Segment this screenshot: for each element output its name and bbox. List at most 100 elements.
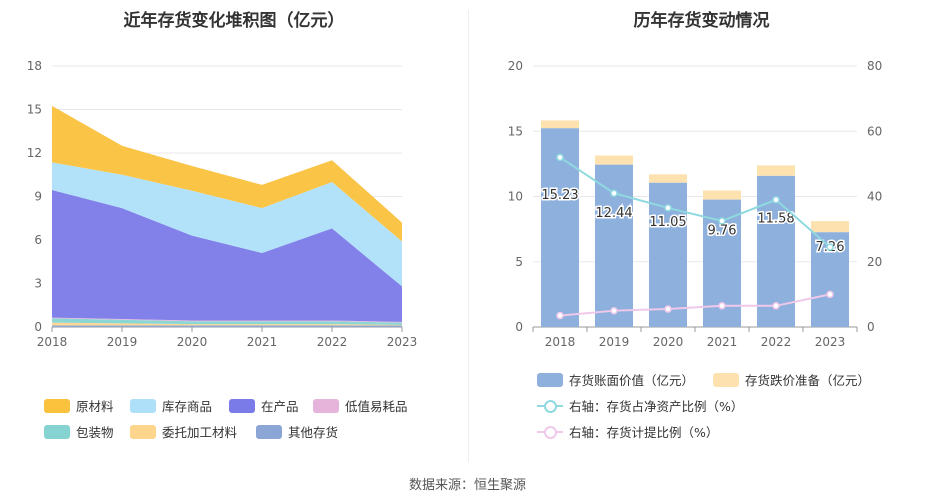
area-包装物	[52, 318, 402, 325]
legend-item[interactable]: 其他存货	[256, 422, 338, 441]
bar-book-value	[541, 128, 579, 327]
bar-provision	[541, 120, 579, 129]
y-right-tick-label: 40	[867, 190, 882, 204]
line-point	[772, 196, 780, 204]
bar-data-label: 11.05	[649, 215, 686, 230]
legend-item[interactable]: 原材料	[44, 396, 114, 415]
legend-swatch	[229, 398, 255, 413]
data-source-note: 数据来源：恒生聚源	[408, 478, 526, 493]
legend-item[interactable]: 存货账面价值（亿元）	[537, 370, 694, 389]
legend-label: 其他存货	[288, 425, 339, 440]
line-point	[556, 311, 564, 320]
left-chart-title: 近年存货变化堆积图（亿元）	[123, 11, 345, 31]
legend-label: 在产品	[261, 399, 299, 414]
bar-data-label: 9.76	[708, 224, 737, 239]
legend-item[interactable]: 存货跌价准备（亿元）	[713, 370, 870, 389]
y-tick-label: 9	[34, 190, 42, 204]
legend-item[interactable]: 库存商品	[130, 396, 212, 415]
legend-swatch	[537, 372, 563, 387]
y-tick-label: 12	[27, 146, 42, 160]
line-point	[826, 290, 834, 299]
x-tick-label: 2022	[761, 335, 792, 349]
area-库存商品	[52, 162, 402, 287]
line-point	[718, 217, 726, 225]
y-right-tick-label: 20	[867, 255, 882, 269]
y-tick-label: 0	[34, 320, 42, 334]
legend-swatch	[537, 425, 563, 439]
legend-swatch	[713, 372, 739, 387]
bar-data-label: 11.58	[757, 212, 794, 227]
legend-item[interactable]: 在产品	[229, 396, 299, 415]
y-right-tick-label: 60	[867, 124, 882, 138]
legend-swatch	[44, 398, 70, 413]
area-委托加工材料	[52, 322, 402, 326]
line-series	[559, 293, 831, 317]
bar-book-value	[595, 164, 633, 327]
legend-label: 右轴：存货计提比例（%）	[569, 425, 719, 440]
legend-swatch	[537, 399, 563, 413]
bar-data-label: 15.23	[541, 188, 578, 203]
x-tick-label: 2023	[387, 335, 418, 349]
legend-item[interactable]: 委托加工材料	[130, 422, 237, 441]
y-tick-label: 15	[27, 103, 42, 117]
y-left-tick-label: 20	[508, 59, 523, 73]
x-tick-label: 2018	[545, 335, 576, 349]
legend-label: 存货账面价值（亿元）	[569, 373, 695, 388]
chart-divider	[468, 10, 469, 462]
legend-label: 右轴：存货占净资产比例（%）	[569, 399, 744, 414]
legend-label: 包装物	[76, 425, 114, 440]
line-point	[664, 204, 672, 212]
line-point	[826, 243, 834, 251]
legend-label: 低值易耗品	[345, 399, 408, 414]
x-tick-label: 2022	[317, 335, 348, 349]
bar-provision	[811, 221, 849, 233]
y-tick-label: 3	[34, 277, 42, 291]
line-series	[559, 156, 831, 248]
x-tick-label: 2020	[177, 335, 208, 349]
line-point	[556, 153, 564, 162]
line-point	[610, 189, 618, 197]
legend-item[interactable]: 低值易耗品	[313, 396, 408, 415]
bar-provision	[595, 155, 633, 165]
legend-item[interactable]: 右轴：存货占净资产比例（%）	[537, 396, 743, 415]
area-原材料	[52, 105, 402, 242]
legend-item[interactable]: 右轴：存货计提比例（%）	[537, 422, 718, 441]
bar-provision	[649, 174, 687, 183]
x-tick-label: 2020	[653, 335, 684, 349]
legend-label: 存货跌价准备（亿元）	[745, 373, 871, 388]
y-left-tick-label: 0	[515, 320, 523, 334]
legend-item[interactable]: 包装物	[44, 422, 114, 441]
line-point	[664, 305, 672, 313]
y-tick-label: 6	[34, 233, 42, 247]
legend-swatch	[130, 398, 156, 413]
line-point	[610, 306, 618, 315]
right-chart-title: 历年存货变动情况	[633, 11, 770, 31]
bar-data-label: 12.44	[595, 206, 632, 221]
area-其他存货	[52, 325, 402, 327]
y-left-tick-label: 5	[515, 255, 523, 269]
area-在产品	[52, 189, 402, 322]
y-right-tick-label: 0	[867, 320, 875, 334]
x-tick-label: 2021	[707, 335, 738, 349]
legend-swatch	[130, 424, 156, 439]
x-tick-label: 2023	[815, 335, 846, 349]
line-point	[772, 302, 780, 310]
legend-swatch	[313, 398, 339, 413]
legend-swatch	[256, 424, 282, 439]
bar-provision	[703, 190, 741, 200]
x-tick-label: 2021	[247, 335, 278, 349]
y-tick-label: 18	[27, 59, 42, 73]
legend-label: 委托加工材料	[162, 425, 238, 440]
legend-label: 原材料	[76, 399, 114, 414]
legend-label: 库存商品	[162, 399, 213, 414]
x-tick-label: 2018	[37, 335, 68, 349]
line-point	[718, 302, 726, 310]
y-right-tick-label: 80	[867, 59, 882, 73]
bar-provision	[757, 165, 795, 176]
x-tick-label: 2019	[107, 335, 138, 349]
legend-swatch	[44, 424, 70, 439]
y-left-tick-label: 10	[508, 190, 523, 204]
x-tick-label: 2019	[599, 335, 630, 349]
y-left-tick-label: 15	[508, 124, 523, 138]
